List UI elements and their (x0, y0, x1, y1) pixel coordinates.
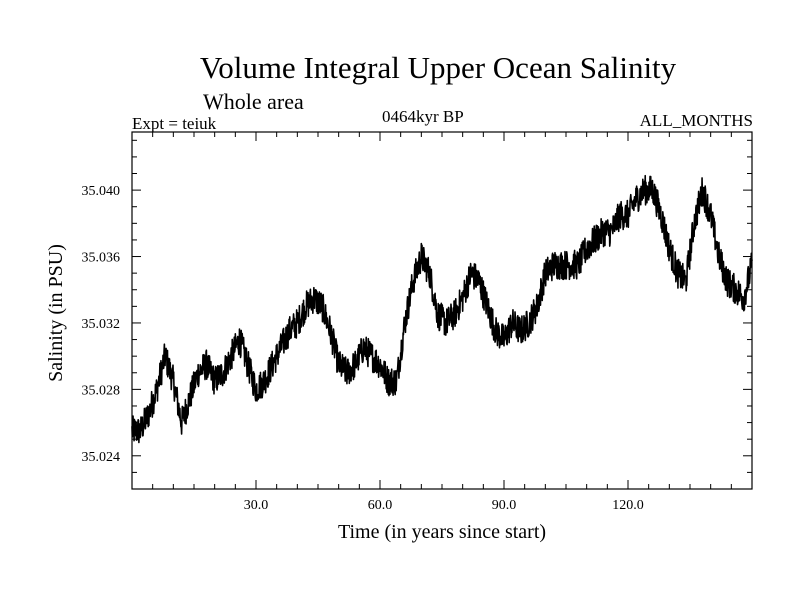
y-tick-label: 35.032 (82, 317, 121, 332)
y-tick-label: 35.040 (82, 184, 121, 199)
x-tick-label: 90.0 (492, 498, 517, 513)
experiment-label: Expt = teiuk (132, 114, 217, 133)
y-tick-label: 35.024 (82, 450, 121, 465)
x-tick-label: 60.0 (368, 498, 393, 513)
x-tick-label: 120.0 (612, 498, 644, 513)
y-tick-label: 35.028 (82, 383, 121, 398)
x-tick-label: 30.0 (244, 498, 269, 513)
chart-subtitle: Whole area (203, 89, 304, 114)
x-axis-label: Time (in years since start) (338, 521, 546, 543)
y-axis-label: Salinity (in PSU) (45, 244, 67, 382)
months-label: ALL_MONTHS (639, 111, 753, 130)
y-tick-label: 35.036 (82, 251, 121, 266)
chart-title: Volume Integral Upper Ocean Salinity (199, 50, 677, 85)
salinity-series-line (131, 174, 753, 444)
period-label: 0464kyr BP (382, 107, 464, 126)
